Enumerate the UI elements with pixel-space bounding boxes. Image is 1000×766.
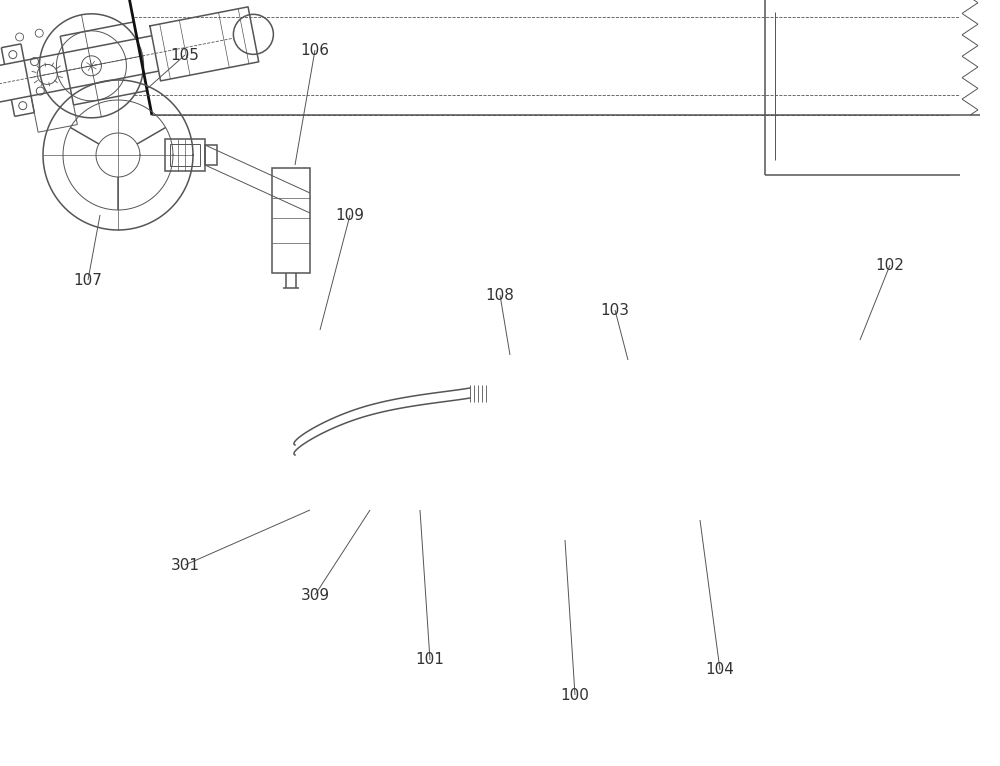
Bar — [272, 168, 310, 273]
Text: 104: 104 — [706, 663, 734, 677]
Text: 101: 101 — [416, 653, 444, 667]
Text: 109: 109 — [336, 208, 365, 222]
Text: 309: 309 — [300, 588, 330, 603]
Text: 301: 301 — [171, 558, 200, 572]
Bar — [170, 144, 200, 166]
Text: 106: 106 — [301, 42, 330, 57]
Text: 108: 108 — [486, 287, 514, 303]
Text: 103: 103 — [600, 303, 630, 317]
Text: 102: 102 — [876, 257, 904, 273]
Text: 105: 105 — [171, 47, 199, 63]
Bar — [205, 145, 217, 165]
Text: 100: 100 — [561, 688, 589, 702]
Text: 107: 107 — [74, 273, 102, 287]
Bar — [165, 139, 205, 171]
